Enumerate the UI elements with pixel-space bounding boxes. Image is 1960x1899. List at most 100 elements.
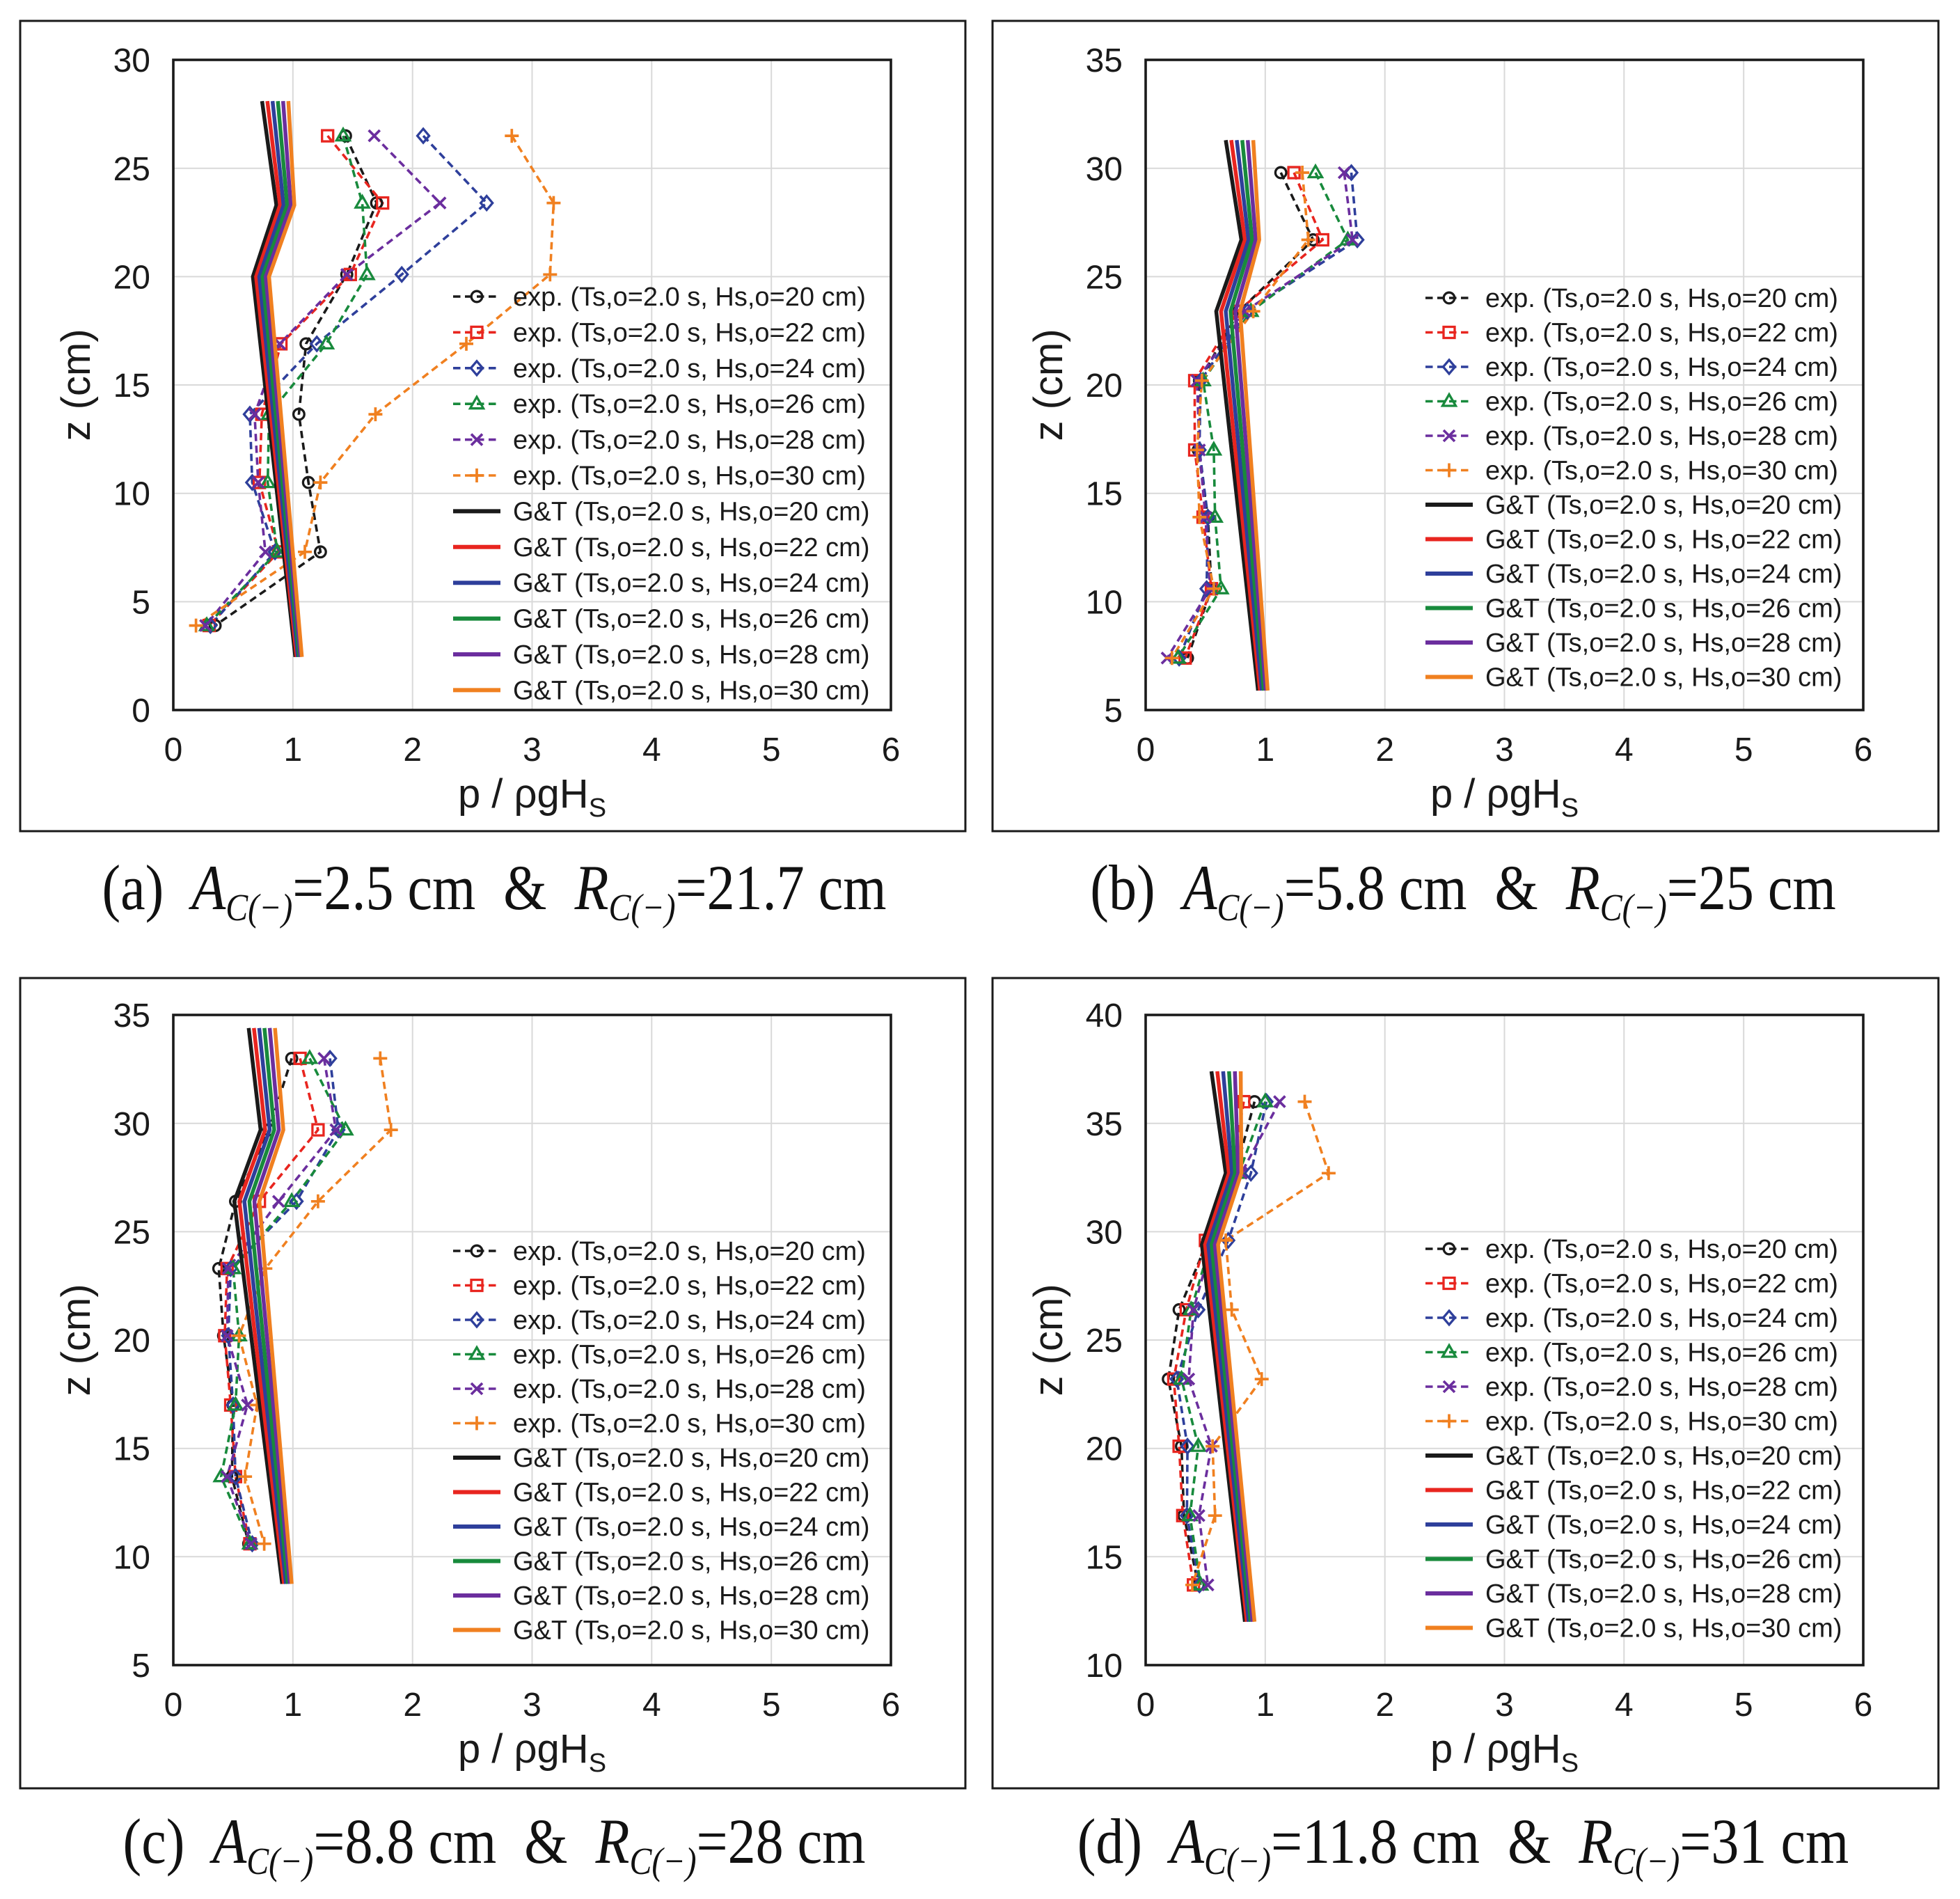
svg-text:exp. (Ts,o=2.0 s, Hs,o=20 cm): exp. (Ts,o=2.0 s, Hs,o=20 cm) bbox=[513, 1237, 866, 1266]
svg-text:5: 5 bbox=[1734, 732, 1753, 769]
svg-text:z (cm): z (cm) bbox=[54, 1284, 99, 1396]
svg-text:(c) AC(−)=8.8 cm & RC(−)=28: (c) AC(−)=8.8 cm & RC(−)=28 cm bbox=[123, 1806, 866, 1883]
svg-text:3: 3 bbox=[1495, 732, 1514, 769]
svg-text:20: 20 bbox=[1086, 1431, 1123, 1468]
svg-text:exp. (Ts,o=2.0 s, Hs,o=24 cm): exp. (Ts,o=2.0 s, Hs,o=24 cm) bbox=[1485, 353, 1838, 382]
svg-text:15: 15 bbox=[113, 1431, 150, 1468]
svg-text:30: 30 bbox=[113, 1106, 150, 1143]
svg-text:z (cm): z (cm) bbox=[1026, 329, 1071, 441]
svg-text:2: 2 bbox=[403, 1687, 422, 1724]
svg-text:25: 25 bbox=[1086, 259, 1123, 296]
svg-text:z (cm): z (cm) bbox=[1026, 1284, 1071, 1396]
svg-text:G&T (Ts,o=2.0 s, Hs,o=24 cm): G&T (Ts,o=2.0 s, Hs,o=24 cm) bbox=[1485, 560, 1842, 589]
svg-text:10: 10 bbox=[113, 1539, 150, 1576]
svg-text:exp. (Ts,o=2.0 s, Hs,o=22 cm): exp. (Ts,o=2.0 s, Hs,o=22 cm) bbox=[1485, 319, 1838, 348]
svg-text:exp. (Ts,o=2.0 s, Hs,o=26 cm): exp. (Ts,o=2.0 s, Hs,o=26 cm) bbox=[513, 390, 866, 419]
svg-text:p / ρgHS: p / ρgHS bbox=[458, 771, 606, 823]
svg-text:G&T (Ts,o=2.0 s, Hs,o=22 cm): G&T (Ts,o=2.0 s, Hs,o=22 cm) bbox=[513, 1479, 869, 1508]
svg-text:25: 25 bbox=[113, 151, 150, 188]
svg-text:p / ρgHS: p / ρgHS bbox=[1430, 771, 1579, 823]
svg-text:2: 2 bbox=[1375, 732, 1394, 769]
svg-text:G&T (Ts,o=2.0 s, Hs,o=26 cm): G&T (Ts,o=2.0 s, Hs,o=26 cm) bbox=[513, 605, 869, 634]
svg-text:exp. (Ts,o=2.0 s, Hs,o=30 cm): exp. (Ts,o=2.0 s, Hs,o=30 cm) bbox=[513, 462, 866, 491]
svg-text:exp. (Ts,o=2.0 s, Hs,o=20 cm): exp. (Ts,o=2.0 s, Hs,o=20 cm) bbox=[513, 283, 866, 312]
svg-text:20: 20 bbox=[113, 1323, 150, 1360]
svg-text:exp. (Ts,o=2.0 s, Hs,o=24 cm): exp. (Ts,o=2.0 s, Hs,o=24 cm) bbox=[1485, 1304, 1838, 1333]
svg-text:exp. (Ts,o=2.0 s, Hs,o=30 cm): exp. (Ts,o=2.0 s, Hs,o=30 cm) bbox=[1485, 1408, 1838, 1437]
svg-text:0: 0 bbox=[1137, 732, 1155, 769]
svg-text:G&T (Ts,o=2.0 s, Hs,o=20 cm): G&T (Ts,o=2.0 s, Hs,o=20 cm) bbox=[513, 1444, 869, 1473]
svg-text:(b) AC(−)=5.8 cm & RC(−)=25: (b) AC(−)=5.8 cm & RC(−)=25 cm bbox=[1090, 852, 1835, 929]
svg-text:G&T (Ts,o=2.0 s, Hs,o=22 cm): G&T (Ts,o=2.0 s, Hs,o=22 cm) bbox=[1485, 1476, 1842, 1506]
svg-text:6: 6 bbox=[1854, 1687, 1873, 1724]
svg-text:G&T (Ts,o=2.0 s, Hs,o=30 cm): G&T (Ts,o=2.0 s, Hs,o=30 cm) bbox=[513, 676, 869, 705]
svg-text:G&T (Ts,o=2.0 s, Hs,o=30 cm): G&T (Ts,o=2.0 s, Hs,o=30 cm) bbox=[1485, 663, 1842, 693]
svg-text:G&T (Ts,o=2.0 s, Hs,o=24 cm): G&T (Ts,o=2.0 s, Hs,o=24 cm) bbox=[1485, 1511, 1842, 1540]
svg-text:35: 35 bbox=[1086, 42, 1123, 79]
svg-text:15: 15 bbox=[1086, 1539, 1123, 1576]
svg-text:2: 2 bbox=[403, 732, 422, 769]
svg-text:G&T (Ts,o=2.0 s, Hs,o=22 cm): G&T (Ts,o=2.0 s, Hs,o=22 cm) bbox=[513, 533, 869, 562]
svg-text:6: 6 bbox=[1854, 732, 1873, 769]
svg-text:exp. (Ts,o=2.0 s, Hs,o=26 cm): exp. (Ts,o=2.0 s, Hs,o=26 cm) bbox=[513, 1341, 866, 1370]
svg-text:exp. (Ts,o=2.0 s, Hs,o=20 cm): exp. (Ts,o=2.0 s, Hs,o=20 cm) bbox=[1485, 1235, 1838, 1264]
svg-text:G&T (Ts,o=2.0 s, Hs,o=24 cm): G&T (Ts,o=2.0 s, Hs,o=24 cm) bbox=[513, 1513, 869, 1542]
svg-text:G&T (Ts,o=2.0 s, Hs,o=20 cm): G&T (Ts,o=2.0 s, Hs,o=20 cm) bbox=[1485, 491, 1842, 520]
svg-text:6: 6 bbox=[882, 1687, 901, 1724]
svg-text:G&T (Ts,o=2.0 s, Hs,o=26 cm): G&T (Ts,o=2.0 s, Hs,o=26 cm) bbox=[1485, 1545, 1842, 1575]
svg-text:exp. (Ts,o=2.0 s, Hs,o=24 cm): exp. (Ts,o=2.0 s, Hs,o=24 cm) bbox=[513, 1306, 866, 1335]
svg-text:1: 1 bbox=[1256, 1687, 1274, 1724]
svg-text:G&T (Ts,o=2.0 s, Hs,o=30 cm): G&T (Ts,o=2.0 s, Hs,o=30 cm) bbox=[1485, 1614, 1842, 1644]
svg-text:5: 5 bbox=[1734, 1687, 1753, 1724]
svg-text:exp. (Ts,o=2.0 s, Hs,o=26 cm): exp. (Ts,o=2.0 s, Hs,o=26 cm) bbox=[1485, 1339, 1838, 1368]
svg-text:2: 2 bbox=[1375, 1687, 1394, 1724]
svg-text:1: 1 bbox=[283, 1687, 302, 1724]
svg-text:G&T (Ts,o=2.0 s, Hs,o=20 cm): G&T (Ts,o=2.0 s, Hs,o=20 cm) bbox=[513, 497, 869, 526]
svg-text:G&T (Ts,o=2.0 s, Hs,o=24 cm): G&T (Ts,o=2.0 s, Hs,o=24 cm) bbox=[513, 569, 869, 598]
svg-text:3: 3 bbox=[523, 1687, 542, 1724]
svg-text:5: 5 bbox=[762, 732, 781, 769]
svg-text:10: 10 bbox=[113, 476, 150, 513]
svg-text:20: 20 bbox=[1086, 368, 1123, 404]
svg-text:15: 15 bbox=[113, 368, 150, 404]
svg-text:exp. (Ts,o=2.0 s, Hs,o=22 cm): exp. (Ts,o=2.0 s, Hs,o=22 cm) bbox=[513, 1272, 866, 1301]
svg-text:p / ρgHS: p / ρgHS bbox=[1430, 1726, 1579, 1778]
svg-text:25: 25 bbox=[1086, 1323, 1123, 1360]
svg-text:z (cm): z (cm) bbox=[54, 329, 99, 441]
svg-text:0: 0 bbox=[164, 1687, 183, 1724]
svg-text:exp. (Ts,o=2.0 s, Hs,o=28 cm): exp. (Ts,o=2.0 s, Hs,o=28 cm) bbox=[513, 426, 866, 455]
svg-text:1: 1 bbox=[1256, 732, 1274, 769]
svg-text:1: 1 bbox=[283, 732, 302, 769]
svg-text:exp. (Ts,o=2.0 s, Hs,o=22 cm): exp. (Ts,o=2.0 s, Hs,o=22 cm) bbox=[1485, 1270, 1838, 1299]
svg-text:exp. (Ts,o=2.0 s, Hs,o=28 cm): exp. (Ts,o=2.0 s, Hs,o=28 cm) bbox=[1485, 422, 1838, 451]
svg-text:exp. (Ts,o=2.0 s, Hs,o=28 cm): exp. (Ts,o=2.0 s, Hs,o=28 cm) bbox=[1485, 1373, 1838, 1402]
svg-text:exp. (Ts,o=2.0 s, Hs,o=20 cm): exp. (Ts,o=2.0 s, Hs,o=20 cm) bbox=[1485, 284, 1838, 313]
svg-text:0: 0 bbox=[132, 693, 150, 730]
svg-text:p / ρgHS: p / ρgHS bbox=[458, 1726, 606, 1778]
svg-text:20: 20 bbox=[113, 259, 150, 296]
svg-text:5: 5 bbox=[132, 584, 150, 621]
svg-text:G&T (Ts,o=2.0 s, Hs,o=26 cm): G&T (Ts,o=2.0 s, Hs,o=26 cm) bbox=[1485, 594, 1842, 624]
svg-text:4: 4 bbox=[642, 1687, 661, 1724]
svg-text:G&T (Ts,o=2.0 s, Hs,o=28 cm): G&T (Ts,o=2.0 s, Hs,o=28 cm) bbox=[513, 640, 869, 670]
svg-text:35: 35 bbox=[113, 998, 150, 1034]
svg-text:5: 5 bbox=[762, 1687, 781, 1724]
svg-text:30: 30 bbox=[113, 42, 150, 79]
svg-text:30: 30 bbox=[1086, 151, 1123, 188]
svg-text:exp. (Ts,o=2.0 s, Hs,o=30 cm): exp. (Ts,o=2.0 s, Hs,o=30 cm) bbox=[1485, 457, 1838, 486]
svg-text:4: 4 bbox=[1615, 1687, 1634, 1724]
svg-text:5: 5 bbox=[132, 1648, 150, 1685]
svg-text:(a) AC(−)=2.5 cm & RC(−)=21: (a) AC(−)=2.5 cm & RC(−)=21.7 cm bbox=[102, 852, 887, 929]
svg-text:10: 10 bbox=[1086, 584, 1123, 621]
svg-text:G&T (Ts,o=2.0 s, Hs,o=28 cm): G&T (Ts,o=2.0 s, Hs,o=28 cm) bbox=[513, 1582, 869, 1611]
svg-text:25: 25 bbox=[113, 1214, 150, 1251]
svg-text:(d) AC(−)=11.8 cm & RC(−)=3: (d) AC(−)=11.8 cm & RC(−)=31 cm bbox=[1077, 1806, 1849, 1883]
svg-text:0: 0 bbox=[1137, 1687, 1155, 1724]
svg-text:4: 4 bbox=[1615, 732, 1634, 769]
svg-text:3: 3 bbox=[523, 732, 542, 769]
svg-text:exp. (Ts,o=2.0 s, Hs,o=26 cm): exp. (Ts,o=2.0 s, Hs,o=26 cm) bbox=[1485, 388, 1838, 417]
svg-text:0: 0 bbox=[164, 732, 183, 769]
svg-text:G&T (Ts,o=2.0 s, Hs,o=28 cm): G&T (Ts,o=2.0 s, Hs,o=28 cm) bbox=[1485, 629, 1842, 658]
svg-text:3: 3 bbox=[1495, 1687, 1514, 1724]
svg-text:35: 35 bbox=[1086, 1106, 1123, 1143]
